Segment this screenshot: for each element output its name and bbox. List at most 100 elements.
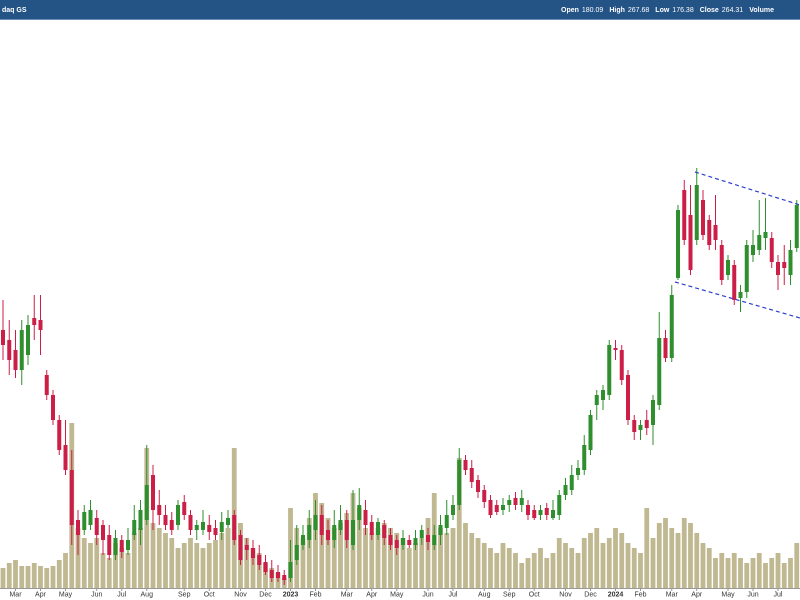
candle-body bbox=[244, 545, 249, 550]
candle-body bbox=[188, 515, 193, 530]
volume-bar bbox=[156, 528, 162, 588]
candle-body bbox=[182, 502, 187, 515]
candle-body bbox=[44, 375, 49, 395]
x-tick-label: Mar bbox=[666, 591, 679, 598]
x-tick-label: Sep bbox=[178, 591, 191, 598]
volume-bar bbox=[388, 528, 393, 588]
volume-bar bbox=[538, 548, 543, 588]
volume-bar bbox=[731, 553, 737, 588]
ohlc-value: 180.09 bbox=[582, 7, 604, 14]
volume-bar bbox=[481, 543, 487, 588]
candle-body bbox=[719, 245, 724, 280]
x-tick-label: Feb bbox=[309, 591, 321, 598]
volume-bar bbox=[631, 548, 637, 588]
candle-body bbox=[588, 415, 593, 450]
candle-body bbox=[269, 570, 274, 578]
candle-body bbox=[276, 572, 280, 578]
volume-bar bbox=[106, 558, 112, 588]
volume-bar bbox=[50, 566, 56, 588]
volume-bar bbox=[150, 523, 156, 588]
volume-bar bbox=[306, 518, 312, 588]
candle-body bbox=[138, 510, 143, 530]
candle-body bbox=[788, 250, 793, 275]
candle-body bbox=[601, 390, 605, 400]
candle-body bbox=[169, 520, 174, 530]
candle-body bbox=[513, 498, 518, 505]
candle-body bbox=[526, 505, 530, 515]
candle-body bbox=[101, 525, 105, 540]
volume-bar bbox=[475, 538, 481, 588]
volume-bar bbox=[469, 533, 475, 588]
volume-bar bbox=[331, 528, 337, 588]
ohlc-value: 264.31 bbox=[722, 7, 744, 14]
volume-bar bbox=[450, 528, 456, 588]
volume-bar bbox=[75, 528, 81, 588]
volume-bar bbox=[263, 563, 268, 588]
volume-bar bbox=[794, 543, 800, 588]
candle-layer bbox=[1, 168, 799, 585]
volume-bar bbox=[556, 538, 562, 588]
candle-body bbox=[701, 200, 705, 235]
volume-bar bbox=[113, 543, 118, 588]
volume-bar bbox=[638, 553, 643, 588]
channel-lower bbox=[674, 281, 800, 319]
x-tick-label: Oct bbox=[529, 591, 540, 598]
ohlc-label: Close bbox=[700, 7, 719, 14]
candle-body bbox=[132, 520, 137, 535]
candle-body bbox=[757, 235, 762, 250]
volume-bar bbox=[413, 543, 418, 588]
candle-body bbox=[151, 475, 155, 510]
candle-body bbox=[232, 515, 237, 540]
x-tick-label: Jul bbox=[774, 591, 783, 598]
x-tick-label: Jul bbox=[117, 591, 126, 598]
candle-body bbox=[557, 495, 562, 515]
volume-bar bbox=[319, 503, 325, 588]
candle-body bbox=[401, 538, 405, 545]
volume-bar bbox=[744, 563, 750, 588]
candle-body bbox=[388, 535, 393, 545]
candle-body bbox=[326, 530, 330, 540]
volume-bar bbox=[669, 528, 675, 588]
volume-bar bbox=[456, 458, 462, 588]
candle-body bbox=[157, 505, 162, 515]
ohlc-readout: Open 180.09 High 267.68 Low 176.38 Close 264.31… bbox=[561, 7, 774, 14]
volume-bar bbox=[788, 558, 793, 588]
volume-bar bbox=[650, 538, 656, 588]
volume-bar bbox=[600, 543, 606, 588]
volume-bar bbox=[394, 533, 400, 588]
candle-body bbox=[651, 400, 655, 425]
x-tick-label: 2023 bbox=[283, 591, 299, 598]
candle-body bbox=[63, 445, 68, 470]
candle-body bbox=[763, 232, 768, 238]
candle-body bbox=[713, 225, 718, 240]
candle-body bbox=[419, 530, 424, 538]
volume-bar bbox=[544, 558, 550, 588]
candle-body bbox=[738, 292, 743, 298]
volume-bar bbox=[369, 533, 375, 588]
candle-body bbox=[563, 485, 568, 495]
volume-bar bbox=[94, 538, 100, 588]
volume-bar bbox=[550, 553, 556, 588]
candle-body bbox=[463, 460, 468, 470]
volume-bar bbox=[663, 518, 668, 588]
candle-body bbox=[488, 500, 493, 515]
x-tick-label: May bbox=[721, 591, 735, 598]
volume-bar bbox=[575, 553, 581, 588]
volume-bar bbox=[125, 553, 131, 588]
volume-bar bbox=[56, 560, 62, 588]
candle-body bbox=[494, 505, 499, 512]
candle-body bbox=[307, 525, 312, 540]
candle-body bbox=[569, 475, 574, 490]
candle-body bbox=[676, 210, 680, 278]
volume-bar bbox=[63, 553, 68, 588]
volume-bar bbox=[688, 523, 693, 588]
volume-bar bbox=[694, 533, 700, 588]
volume-bar bbox=[463, 523, 468, 588]
volume-bar bbox=[88, 543, 93, 588]
candle-body bbox=[744, 245, 749, 292]
candle-body bbox=[469, 468, 474, 482]
candle-body bbox=[501, 505, 505, 510]
candle-body bbox=[319, 515, 324, 535]
volume-bar bbox=[606, 538, 612, 588]
